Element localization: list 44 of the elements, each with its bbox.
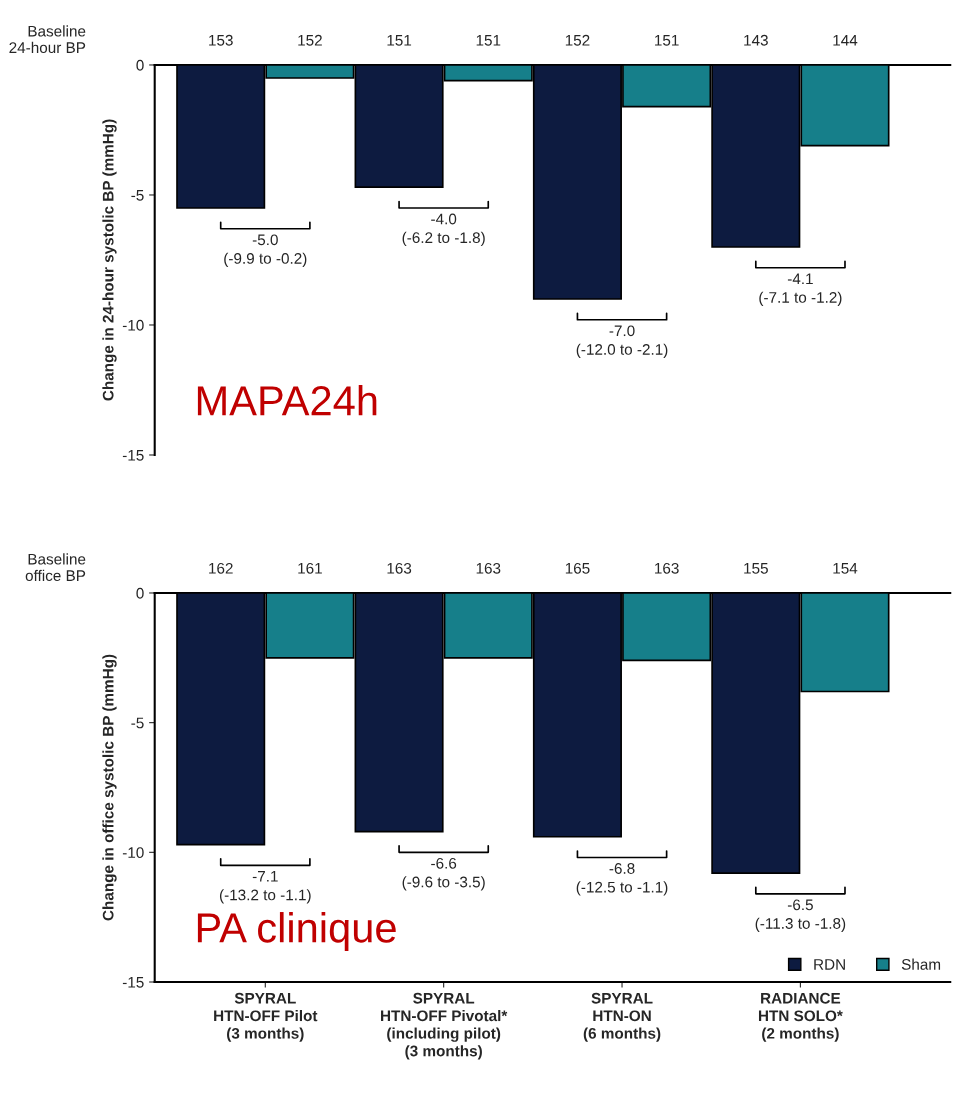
text: 151 [387,35,412,46]
y-tick-label: -10 [122,847,144,859]
annotation: -6.6 (-9.6 to -3.5) [402,857,485,891]
y-tick-label: -5 [131,190,144,201]
text: 151 [655,35,679,46]
y-tick-label: -10 [122,319,144,331]
text: 152 [298,34,322,46]
annotation: -7.1 (-13.2 to -1.1) [219,871,311,904]
text: 154 [833,563,858,574]
text: 155 [744,563,768,574]
x-tick-label: SPYRAL HTN-OFF Pilot (3 months) [214,992,318,1042]
y-tick-label: 0 [136,59,144,71]
text: 163 [387,562,412,574]
text: Baseline office BP [25,553,86,582]
text: 143 [744,34,768,46]
x-tick-label: SPYRAL HTN-ON (6 months) [583,992,661,1042]
legend-label: Sham [901,958,941,970]
text: 163 [655,562,679,574]
text: 151 [476,35,501,46]
annotation: -6.5 (-11.3 to -1.8) [755,899,846,932]
legend-label: RDN [814,959,845,970]
annotation: -7.0 (-12.0 to -2.1) [576,325,668,358]
x-tick-label: SPYRAL HTN-OFF Pivotal* (including pilot) (3 months) [381,992,508,1060]
y-tick-label: -5 [131,717,144,729]
y-axis-title: Change in 24-hour systolic BP (mmHg) [102,119,117,401]
annotation: -6.8 (-12.5 to -1.1) [576,863,668,896]
annotation: -5.0 (-9.9 to -0.2) [224,234,307,267]
text: 163 [476,562,501,574]
annotation: PA clinique [197,912,396,951]
text: 152 [565,34,590,46]
annotation: MAPA24h [197,384,377,416]
y-tick-label: 0 [136,587,144,599]
annotation: -4.1 (-7.1 to -1.2) [759,273,842,306]
text: 165 [565,562,590,574]
text: Baseline 24-hour BP [9,25,86,54]
annotation: -4.0 (-6.2 to -1.8) [402,213,485,247]
y-tick-label: -15 [122,450,144,461]
y-tick-label: -15 [122,977,144,988]
text: 144 [833,35,858,46]
y-axis-title: Change in office systolic BP (mmHg) [102,654,117,921]
text: 153 [209,34,233,46]
text: 161 [298,562,322,574]
text: 162 [209,562,233,574]
x-tick-label: RADIANCE HTN SOLO* (2 months) [758,992,843,1042]
